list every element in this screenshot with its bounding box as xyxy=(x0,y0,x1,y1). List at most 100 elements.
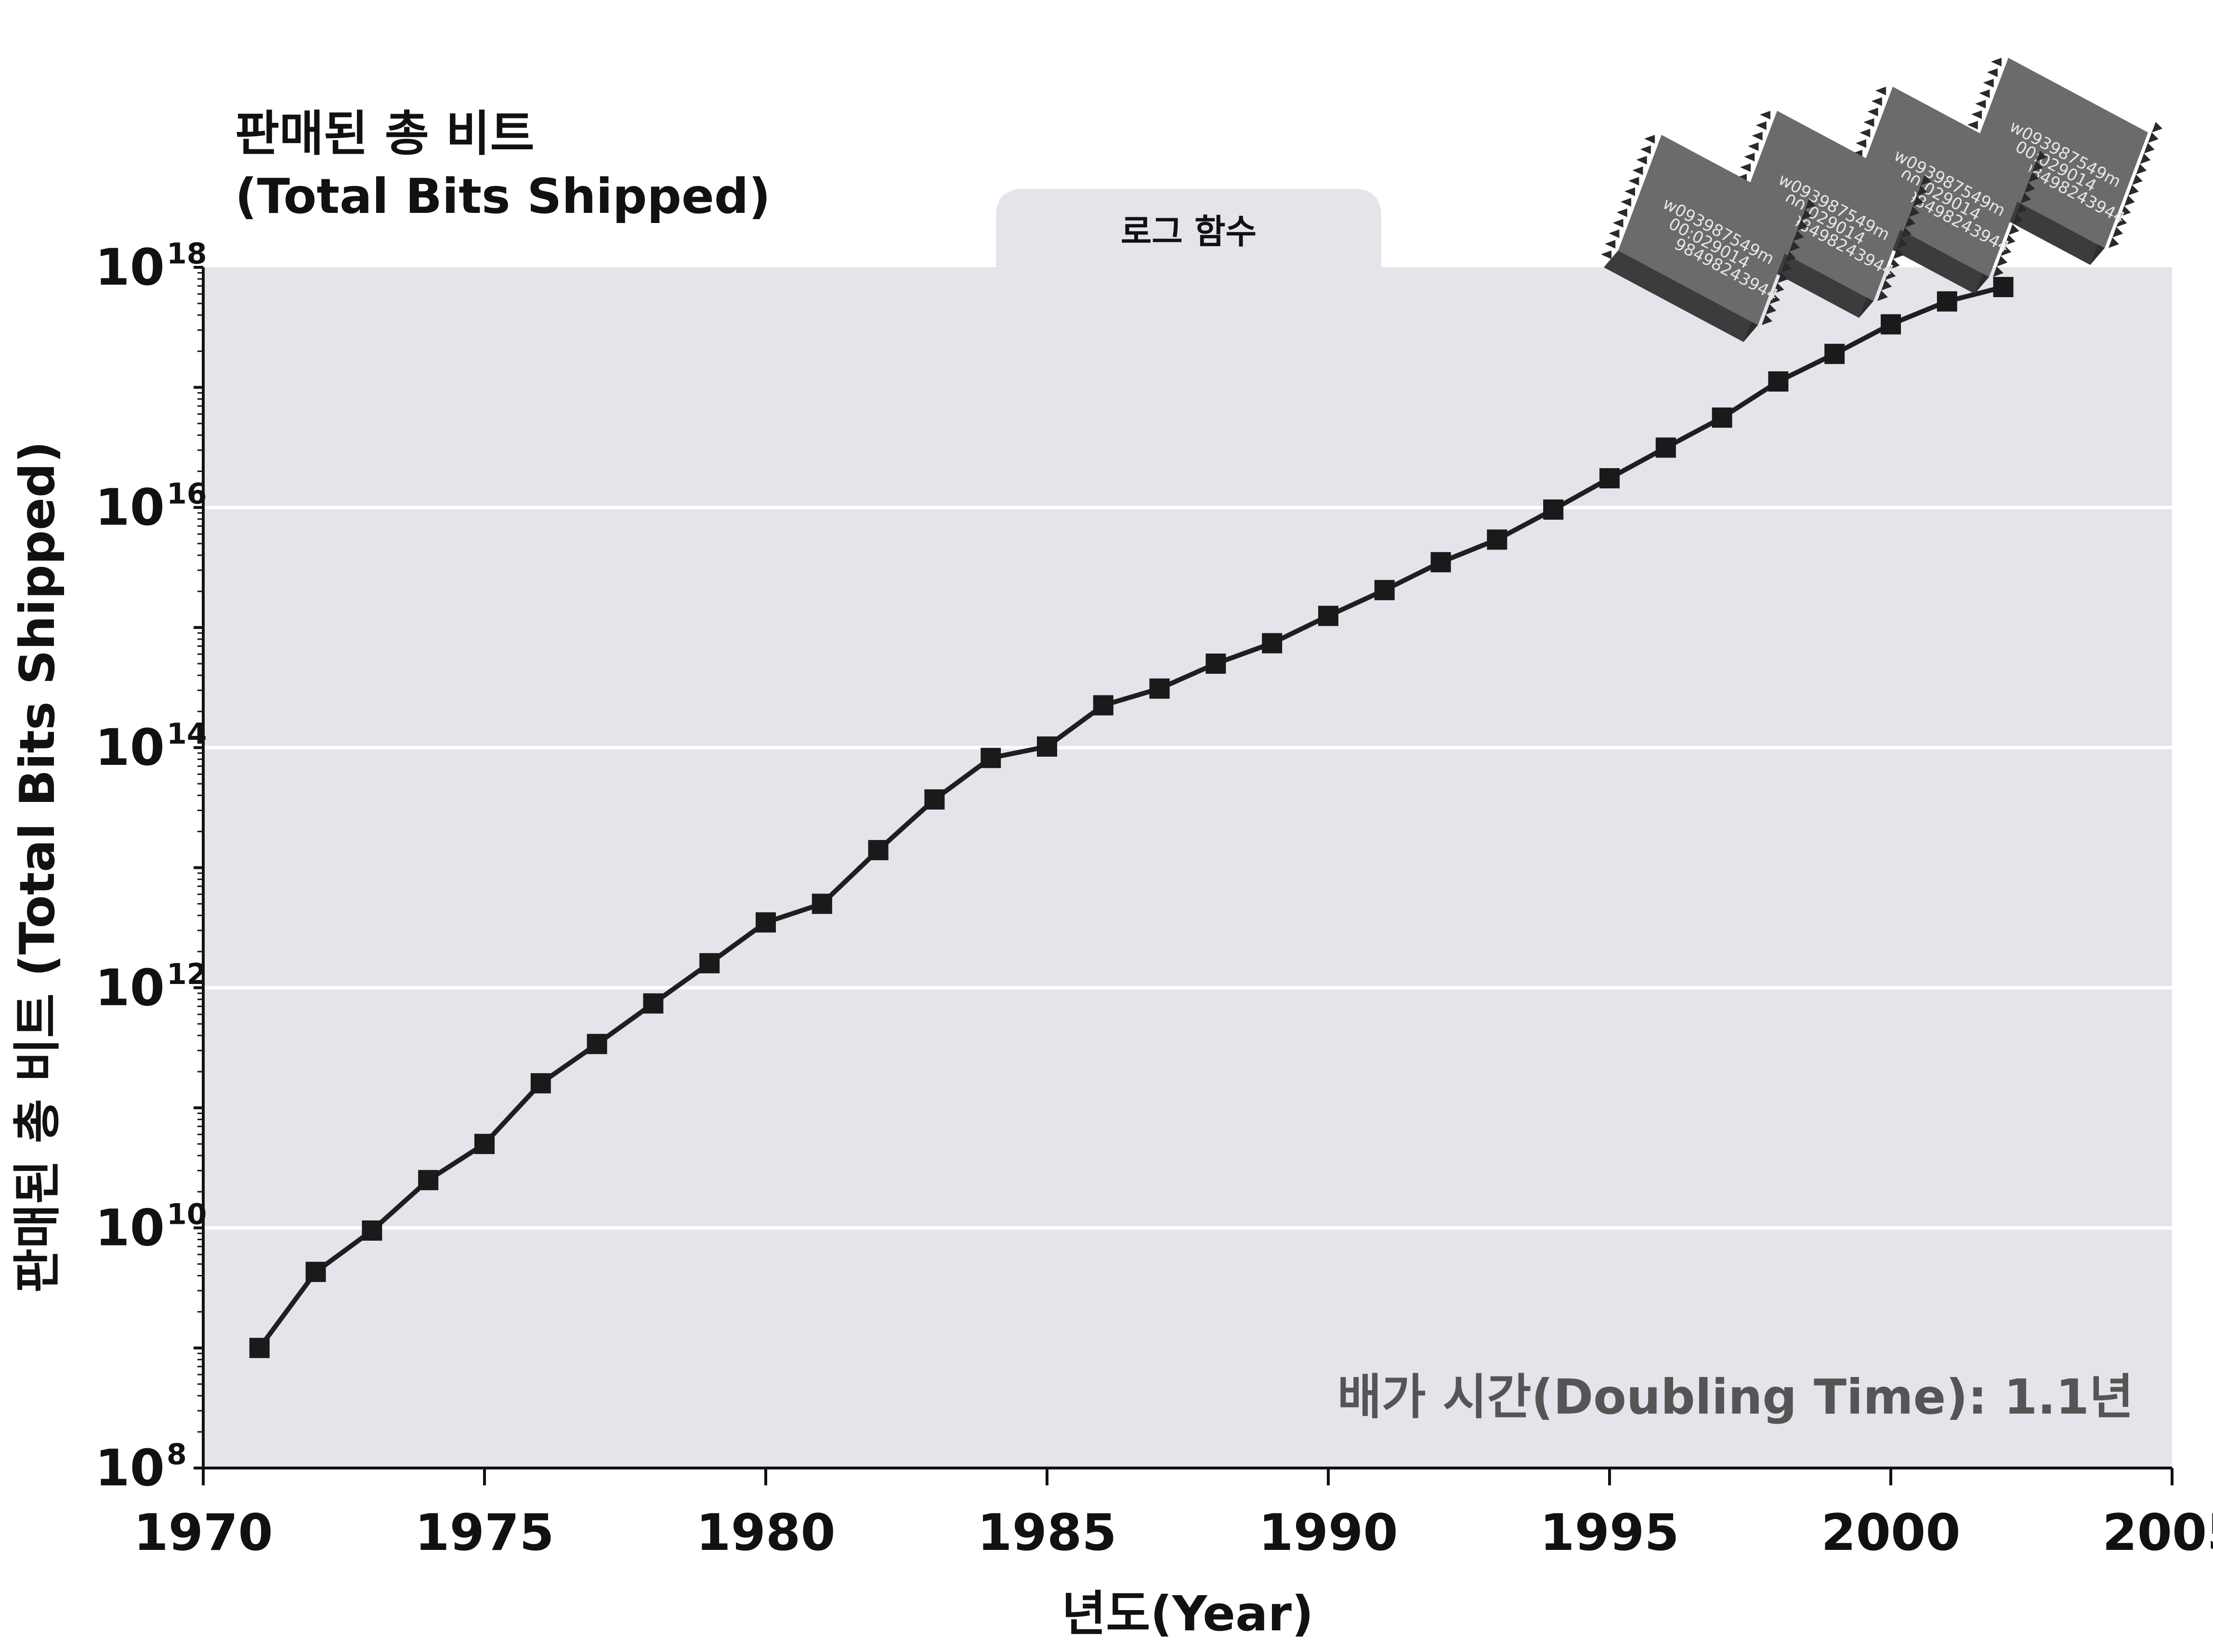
chip-pin xyxy=(2032,161,2043,172)
chip-pin xyxy=(1805,199,1816,210)
chip-pin xyxy=(1993,266,2003,277)
y-tick-label-base: 10 xyxy=(95,238,165,297)
data-point xyxy=(1993,276,2014,297)
x-tick-label: 1995 xyxy=(1540,1503,1679,1562)
data-point xyxy=(981,747,1001,768)
chip-pin xyxy=(2024,182,2035,193)
chip-pin xyxy=(2136,164,2147,175)
axes xyxy=(194,266,2174,1485)
chip-pin xyxy=(1967,120,1978,130)
data-point xyxy=(1374,580,1395,601)
y-axis-label: 판매된 총 비트 (Total Bits Shipped) xyxy=(9,441,65,1293)
data-point xyxy=(587,1034,607,1054)
y-tick-label-exponent: 8 xyxy=(167,1438,187,1471)
chip-pin xyxy=(1901,227,1912,238)
chip-pin xyxy=(1781,262,1792,273)
chip-pin xyxy=(1975,100,1986,109)
chip-pin xyxy=(2008,224,2019,235)
chip-pin xyxy=(1632,166,1643,175)
chip-pin xyxy=(1983,79,1994,88)
chip-pin xyxy=(1636,156,1647,165)
data-point xyxy=(1205,653,1226,674)
chip-side xyxy=(1604,250,1758,342)
chip-pin xyxy=(1997,256,2008,267)
data-point xyxy=(362,1220,382,1241)
x-axis-label: 년도(Year) xyxy=(1061,1586,1313,1642)
plot-area xyxy=(203,267,2172,1468)
chip-pin xyxy=(1881,280,1892,291)
chip-pin xyxy=(1755,121,1767,130)
data-point xyxy=(305,1261,326,1282)
chip-pin xyxy=(2001,245,2012,256)
chip-pin xyxy=(1644,135,1655,144)
data-point xyxy=(1712,407,1732,428)
y-tick-label-exponent: 16 xyxy=(167,477,207,511)
data-point xyxy=(1430,552,1451,573)
chip-pin xyxy=(1979,89,1990,98)
data-point xyxy=(1262,633,1283,654)
chart-title-english: (Total Bits Shipped) xyxy=(235,168,771,224)
chip-pin xyxy=(2148,132,2159,143)
chart-title-korean: 판매된 총 비트 xyxy=(235,105,535,162)
y-tick-label-base: 10 xyxy=(95,1439,165,1497)
doubling-time-annotation: 배가 시간(Doubling Time): 1.1년 xyxy=(1337,1369,2134,1425)
data-point xyxy=(756,912,776,933)
x-tick-label: 1985 xyxy=(977,1503,1116,1562)
y-tick-label-exponent: 18 xyxy=(167,237,207,271)
chip-pin xyxy=(2124,195,2135,206)
data-point xyxy=(643,993,664,1014)
data-point xyxy=(1093,695,1113,716)
chip-pin xyxy=(1640,145,1651,154)
chip-pin xyxy=(1605,240,1616,249)
chip-pin xyxy=(1912,196,1924,207)
chip-pin xyxy=(1916,185,1927,196)
chip-pin xyxy=(1612,219,1624,228)
x-tick-label: 1975 xyxy=(415,1503,554,1562)
chip-pin xyxy=(1971,110,1982,119)
x-tick-label: 1970 xyxy=(133,1503,273,1562)
data-point xyxy=(1543,499,1564,520)
chip-pin xyxy=(1905,217,1916,228)
y-tick-label-base: 10 xyxy=(95,958,165,1017)
y-tick-label-base: 10 xyxy=(95,1198,165,1257)
chip-pin xyxy=(2017,203,2028,214)
y-tick-label-exponent: 10 xyxy=(167,1197,207,1231)
chip-pin xyxy=(1987,68,1998,77)
data-point xyxy=(699,953,720,973)
chip-pin xyxy=(2112,227,2123,238)
chip-pin xyxy=(2120,206,2131,217)
y-tick-label-base: 10 xyxy=(95,718,165,777)
data-point xyxy=(924,789,945,810)
data-point xyxy=(1318,605,1338,626)
chip-pin xyxy=(2152,122,2162,132)
data-point xyxy=(1768,371,1789,392)
chip-pin xyxy=(2132,174,2143,185)
data-point xyxy=(1937,291,1957,312)
data-point xyxy=(1487,529,1507,550)
y-tick-label-exponent: 12 xyxy=(167,957,207,991)
chip-pin xyxy=(1760,111,1770,119)
chip-top xyxy=(1965,58,2148,248)
chip-pin xyxy=(2116,216,2127,227)
chip-top xyxy=(1618,135,1801,325)
scale-tab-label: 로그 함수 xyxy=(1121,212,1257,251)
chip-pin xyxy=(1877,290,1888,301)
scale-tab xyxy=(996,189,1381,267)
data-point xyxy=(1599,468,1620,489)
chip-pin xyxy=(1859,129,1871,138)
x-tick-label: 1980 xyxy=(696,1503,835,1562)
data-point xyxy=(868,840,889,861)
chip-pin xyxy=(2128,184,2139,196)
chip-pin xyxy=(2020,193,2031,204)
chip-pin xyxy=(1777,272,1788,283)
x-tick-label: 2005 xyxy=(2102,1503,2213,1562)
series-total-bits xyxy=(249,276,2014,1358)
chip-pin xyxy=(2144,143,2155,154)
data-point xyxy=(530,1073,551,1094)
x-tick-labels: 1970 1975 1980 1985 1990 1995 2000 2005 xyxy=(133,1503,2213,1562)
data-point xyxy=(1655,437,1676,458)
